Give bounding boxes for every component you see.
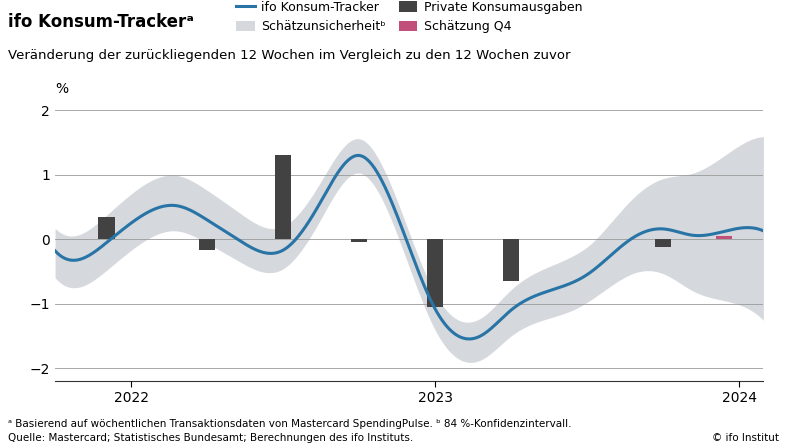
Bar — [199, 239, 216, 250]
Bar — [715, 236, 732, 239]
Text: ᵃ Basierend auf wöchentlichen Transaktionsdaten von Mastercard SpendingPulse. ᵇ : ᵃ Basierend auf wöchentlichen Transaktio… — [8, 419, 571, 429]
Legend: ifo Konsum-Tracker, Schätzunsicherheitᵇ, Private Konsumausgaben, Schätzung Q4: ifo Konsum-Tracker, Schätzunsicherheitᵇ,… — [231, 0, 587, 38]
Bar — [351, 239, 368, 242]
Text: Quelle: Mastercard; Statistisches Bundesamt; Berechnungen des ifo Instituts.: Quelle: Mastercard; Statistisches Bundes… — [8, 433, 413, 443]
Bar — [503, 239, 519, 281]
Bar — [275, 155, 291, 239]
Bar — [427, 239, 443, 307]
Bar — [655, 239, 671, 247]
Text: ifo Konsum-Trackerᵃ: ifo Konsum-Trackerᵃ — [8, 13, 194, 31]
Text: %: % — [55, 82, 68, 96]
Text: © ifo Institut: © ifo Institut — [712, 433, 779, 443]
Bar — [98, 217, 115, 239]
Text: Veränderung der zurückliegenden 12 Wochen im Vergleich zu den 12 Wochen zuvor: Veränderung der zurückliegenden 12 Woche… — [8, 49, 571, 62]
